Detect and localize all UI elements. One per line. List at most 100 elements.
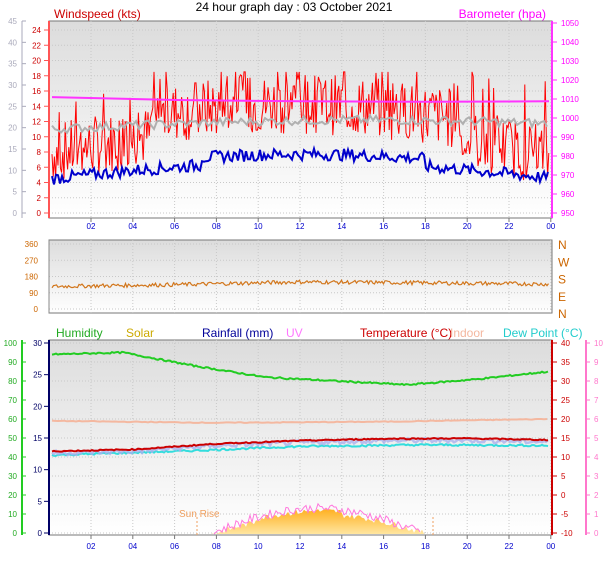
temp-tick-label: 30	[561, 377, 570, 386]
wind-ticks: 2422201816141210864204540353025201510501…	[8, 17, 579, 231]
wind-outer-tick-label: 20	[8, 124, 17, 133]
wind-x-tick-label: 14	[337, 222, 346, 231]
wind-barometer-panel: 2422201816141210864204540353025201510501…	[8, 7, 579, 231]
climate-x-tick-label: 12	[296, 542, 305, 551]
wind-x-tick-label: 22	[505, 222, 514, 231]
uv-tick-label: 8	[594, 377, 599, 386]
humidity-tick-label: 0	[13, 529, 18, 538]
direction-tick-label: 270	[25, 256, 39, 265]
temp-tick-label: 20	[561, 415, 570, 424]
wind-x-tick-label: 18	[421, 222, 430, 231]
direction-tick-label: 90	[29, 289, 38, 298]
uv-tick-label: 1	[594, 510, 599, 519]
wind-tick-label: 16	[32, 87, 41, 96]
wind-x-tick-label: 00	[546, 222, 555, 231]
wind-tick-label: 0	[37, 209, 42, 218]
temp-tick-label: -10	[561, 529, 573, 538]
wind-tick-label: 2	[37, 194, 42, 203]
temp-tick-label: 40	[561, 339, 570, 348]
baro-tick-label: 1020	[561, 76, 579, 85]
average-line	[51, 113, 548, 135]
wind-outer-tick-label: 30	[8, 81, 17, 90]
humidity-tick-label: 80	[8, 377, 17, 386]
wind-tick-label: 6	[37, 163, 42, 172]
compass-tick-label: E	[558, 290, 566, 304]
temperature-line	[51, 436, 549, 453]
climate-ticks: 4035302520151050-5-101098765432101009080…	[4, 339, 604, 551]
direction-tick-label: 0	[34, 305, 39, 314]
compass-tick-label: S	[558, 273, 566, 287]
baro-tick-label: 950	[561, 209, 575, 218]
wind-outer-tick-label: 35	[8, 60, 17, 69]
gust-line	[51, 71, 550, 181]
uv-tick-label: 0	[594, 529, 599, 538]
wind-outer-tick-label: 25	[8, 102, 17, 111]
temp-tick-label: 25	[561, 396, 570, 405]
sunrise-annotation: Sun Rise	[179, 509, 220, 520]
legend-humidity: Humidity	[56, 326, 103, 340]
humidity-tick-label: 10	[8, 510, 17, 519]
uv-tick-label: 7	[594, 396, 599, 405]
baro-tick-label: 960	[561, 190, 575, 199]
direction-lines	[51, 278, 549, 289]
avg-wind-line	[51, 144, 549, 186]
uv-line	[213, 502, 421, 535]
climate-x-tick-label: 22	[505, 542, 514, 551]
wind-outer-tick-label: 0	[13, 209, 18, 218]
wind-x-tick-label: 20	[463, 222, 472, 231]
wind-x-tick-label: 08	[212, 222, 221, 231]
compass-tick-label: N	[558, 307, 567, 321]
climate-x-tick-label: 18	[421, 542, 430, 551]
legend-temperature: Temperature (°C)	[360, 326, 452, 340]
uv-tick-label: 2	[594, 491, 599, 500]
wind-x-tick-label: 12	[296, 222, 305, 231]
legend-indoor: Indoor	[450, 326, 484, 340]
rain-tick-label: 25	[33, 371, 42, 380]
compass-tick-label: W	[558, 255, 570, 269]
rain-tick-label: 20	[33, 402, 42, 411]
rain-tick-label: 15	[33, 434, 42, 443]
humidity-tick-label: 40	[8, 453, 17, 462]
temp-tick-label: 10	[561, 453, 570, 462]
rain-tick-label: 10	[33, 466, 42, 475]
humidity-line	[51, 350, 549, 387]
humidity-tick-label: 70	[8, 396, 17, 405]
legend-dew-point: Dew Point (°C)	[503, 326, 582, 340]
wind-outer-tick-label: 5	[13, 188, 18, 197]
humidity-tick-label: 30	[8, 472, 17, 481]
barometer-label: Barometer (hpa)	[459, 7, 546, 21]
humidity-tick-label: 60	[8, 415, 17, 424]
uv-tick-label: 5	[594, 434, 599, 443]
baro-tick-label: 990	[561, 133, 575, 142]
windspeed-label: Windspeed (kts)	[54, 7, 141, 21]
rain-tick-label: 5	[38, 497, 43, 506]
baro-tick-label: 1030	[561, 57, 579, 66]
climate-x-tick-label: 08	[212, 542, 221, 551]
temp-tick-label: 0	[561, 491, 566, 500]
uv-tick-label: 3	[594, 472, 599, 481]
legend-rainfall: Rainfall (mm)	[202, 326, 273, 340]
climate-x-tick-label: 14	[337, 542, 346, 551]
wind-outer-tick-label: 40	[8, 38, 17, 47]
barometer-line	[51, 96, 550, 103]
wind-lines	[51, 71, 550, 186]
baro-tick-label: 980	[561, 152, 575, 161]
wind-outer-tick-label: 45	[8, 17, 17, 26]
direction-tick-label: 180	[25, 273, 39, 282]
climate-legend: Humidity Solar Rainfall (mm) UV Temperat…	[56, 326, 582, 340]
wind-outer-tick-label: 10	[8, 166, 17, 175]
wind-x-tick-label: 10	[254, 222, 263, 231]
climate-grid	[49, 340, 552, 535]
direction-grid	[49, 240, 552, 313]
baro-tick-label: 1010	[561, 95, 579, 104]
wind-tick-label: 18	[32, 72, 41, 81]
uv-tick-label: 6	[594, 415, 599, 424]
baro-tick-label: 970	[561, 171, 575, 180]
wind-tick-label: 4	[37, 179, 42, 188]
climate-x-tick-label: 02	[87, 542, 96, 551]
humidity-tick-label: 50	[8, 434, 17, 443]
compass-tick-label: N	[558, 238, 567, 252]
baro-tick-label: 1050	[561, 19, 579, 28]
